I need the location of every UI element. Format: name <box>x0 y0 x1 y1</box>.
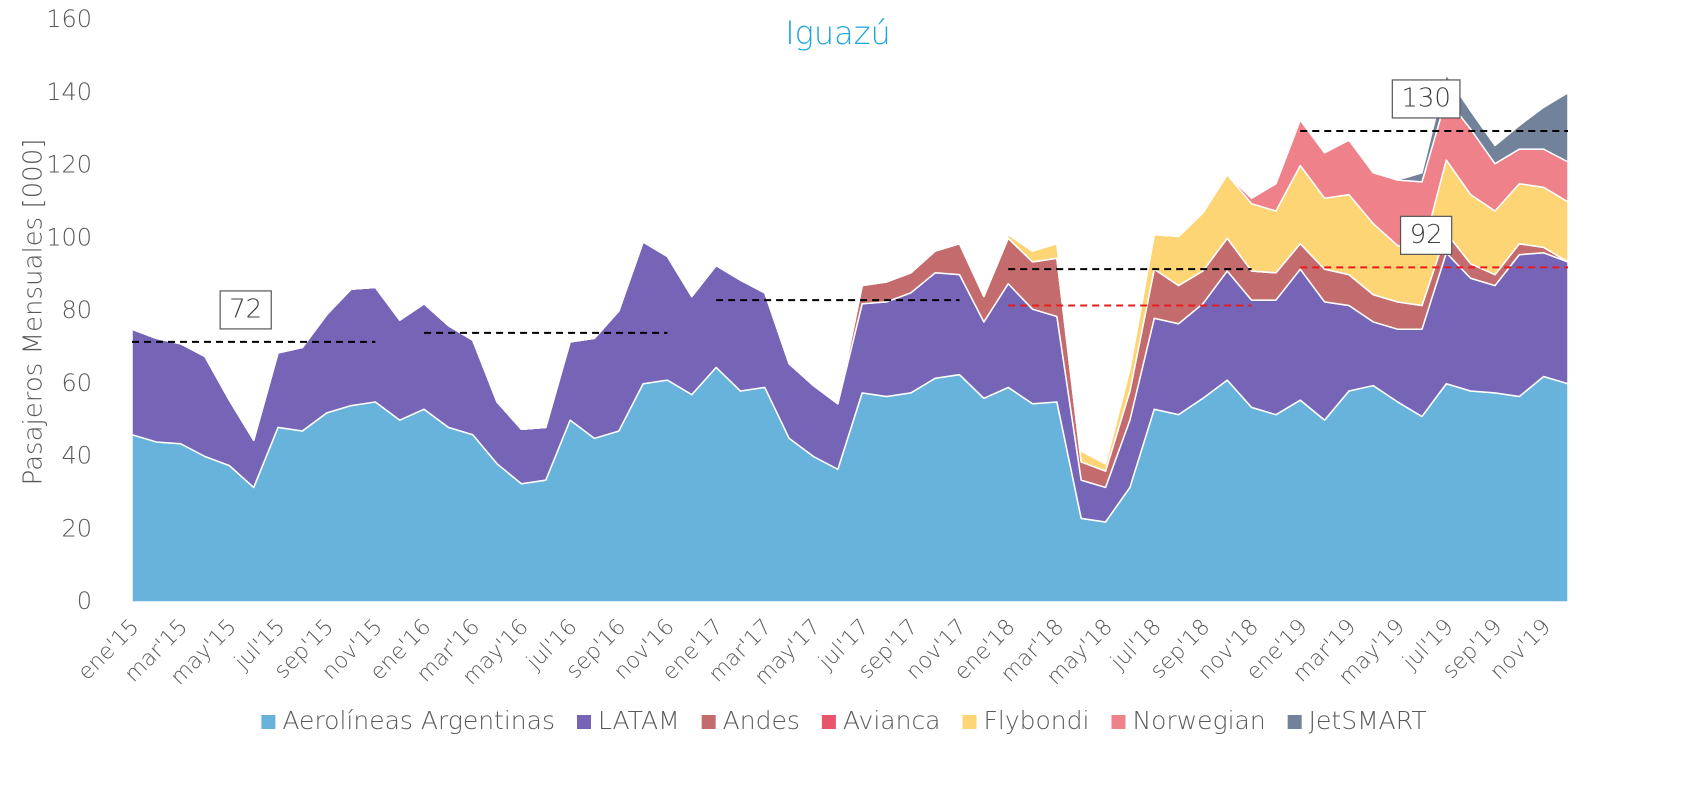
legend-swatch <box>1287 715 1302 729</box>
legend-swatch <box>701 715 716 729</box>
legend-swatch <box>821 715 836 729</box>
y-tick-label: 40 <box>61 442 92 470</box>
annotation-label: 130 <box>1401 83 1451 113</box>
y-axis-label: Pasajeros Mensuales [000] <box>19 139 49 486</box>
legend-label: JetSMART <box>1309 706 1427 735</box>
chart-title: Iguazú <box>785 14 891 52</box>
y-tick-label: 80 <box>61 296 92 324</box>
y-tick-label: 0 <box>77 587 92 615</box>
legend-swatch <box>261 715 276 729</box>
y-tick-label: 60 <box>61 369 92 397</box>
annotation-box <box>1391 79 1461 119</box>
annotation-box <box>1399 215 1453 255</box>
y-tick-label: 160 <box>46 5 92 33</box>
y-tick-label: 120 <box>46 151 92 179</box>
legend-label: LATAM <box>598 706 680 735</box>
legend: Aerolíneas Argentinas LATAM Andes Avianca Fl… <box>261 706 1427 735</box>
legend-swatch <box>962 715 977 729</box>
annotation-label: 72 <box>229 294 262 324</box>
y-tick-label: 100 <box>46 223 92 251</box>
legend-swatch <box>1111 715 1126 729</box>
legend-label: Flybondi <box>984 706 1090 735</box>
legend-label: Andes <box>723 706 800 735</box>
area <box>131 73 1569 465</box>
legend-label: Avianca <box>843 706 941 735</box>
legend-swatch <box>576 715 591 729</box>
y-tick-label: 140 <box>46 78 92 106</box>
y-tick-label: 20 <box>61 514 92 542</box>
annotation-label: 92 <box>1410 220 1443 250</box>
annotation-box <box>219 290 272 330</box>
legend-label: Norwegian <box>1132 706 1265 735</box>
legend-label: Aerolíneas Argentinas <box>282 706 555 735</box>
